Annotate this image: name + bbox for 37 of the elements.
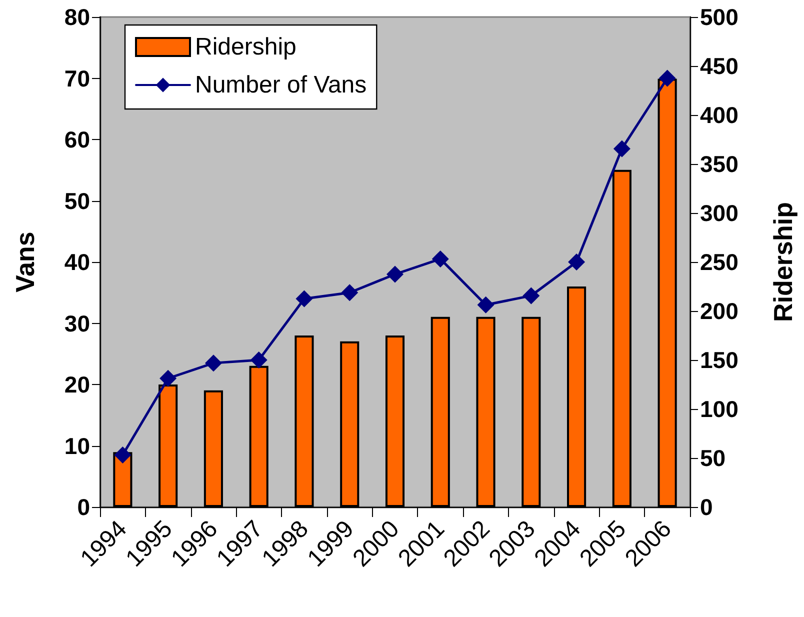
- point: [522, 287, 540, 304]
- point: [568, 254, 586, 270]
- y2-tick-label: 0: [700, 494, 713, 520]
- point: [386, 266, 404, 283]
- y2-tick-label: 500: [700, 4, 738, 30]
- y2-tick-label: 300: [700, 200, 738, 226]
- point: [477, 296, 494, 314]
- y-tick-label: 70: [64, 65, 90, 92]
- point: [613, 140, 630, 158]
- y-tick-label: 0: [77, 494, 90, 520]
- y-axis-title: Vans: [10, 232, 40, 292]
- y2-tick-label: 400: [700, 102, 738, 128]
- y2-tick-label: 50: [700, 445, 726, 471]
- point: [432, 250, 449, 268]
- y-tick-label: 10: [64, 432, 90, 459]
- point: [341, 284, 358, 302]
- y2-tick-label: 100: [700, 396, 738, 422]
- legend-label: Number of Vans: [195, 72, 367, 98]
- point: [296, 290, 313, 308]
- y-tick-label: 30: [64, 310, 90, 336]
- y2-tick-label: 250: [700, 249, 738, 275]
- point: [160, 370, 177, 387]
- y-tick-label: 50: [64, 188, 90, 214]
- y-tick-label: 20: [64, 372, 90, 398]
- y2-axis-title: Ridership: [768, 202, 798, 322]
- y2-tick-label: 200: [700, 298, 738, 324]
- legend-label: Ridership: [195, 34, 296, 60]
- point: [658, 70, 676, 87]
- y2-tick-label: 150: [700, 347, 738, 373]
- y2-tick-label: 450: [700, 53, 738, 79]
- y-tick-label: 80: [64, 4, 90, 30]
- y2-tick-label: 350: [700, 151, 738, 177]
- point: [250, 352, 268, 368]
- y-tick-label: 60: [64, 126, 90, 152]
- point: [114, 446, 132, 464]
- y-tick-label: 40: [64, 249, 90, 275]
- point: [204, 354, 222, 372]
